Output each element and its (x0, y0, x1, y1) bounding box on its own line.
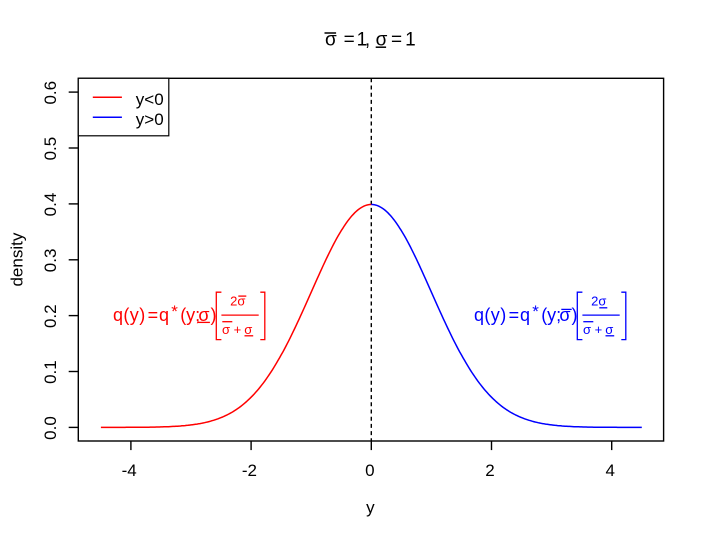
svg-text:4: 4 (605, 461, 614, 480)
svg-text:): ) (211, 305, 217, 325)
svg-text:2σ: 2σ (230, 294, 245, 309)
svg-text:1: 1 (357, 30, 368, 51)
svg-text:0.4: 0.4 (41, 193, 60, 217)
svg-text:σ: σ (583, 322, 591, 337)
svg-text:0.3: 0.3 (41, 249, 60, 273)
svg-text:=: = (344, 30, 355, 51)
svg-text:=: = (148, 305, 159, 325)
svg-text:0: 0 (365, 461, 374, 480)
svg-text:*: * (532, 302, 539, 321)
svg-text:+: + (234, 322, 242, 337)
svg-text:2: 2 (485, 461, 494, 480)
svg-text:y<0: y<0 (136, 90, 164, 109)
svg-text:σ: σ (325, 30, 337, 51)
svg-text:0.0: 0.0 (41, 416, 60, 440)
svg-text:σ: σ (559, 305, 570, 325)
svg-text:y: y (366, 498, 375, 517)
svg-text:q: q (520, 305, 530, 325)
svg-text:density: density (8, 232, 27, 286)
svg-text:,: , (365, 30, 370, 51)
svg-text:(y;: (y; (180, 305, 200, 325)
svg-text:y>0: y>0 (136, 110, 164, 129)
svg-text:-4: -4 (122, 461, 137, 480)
svg-text:q(y): q(y) (474, 305, 507, 325)
svg-text:σ: σ (605, 322, 613, 337)
svg-text:2σ: 2σ (591, 294, 606, 309)
svg-text:+: + (595, 322, 603, 337)
svg-text:q(y): q(y) (113, 305, 146, 325)
svg-text:σ: σ (222, 322, 230, 337)
svg-text:1: 1 (405, 30, 416, 51)
svg-text:=: = (391, 30, 402, 51)
svg-text:=: = (509, 305, 520, 325)
svg-text:0.2: 0.2 (41, 304, 60, 328)
svg-text:0.1: 0.1 (41, 360, 60, 384)
svg-text:*: * (171, 302, 178, 321)
svg-text:0.6: 0.6 (41, 81, 60, 105)
svg-text:-2: -2 (242, 461, 257, 480)
svg-text:σ: σ (198, 305, 209, 325)
svg-text:σ: σ (376, 30, 388, 51)
svg-text:(y;: (y; (541, 305, 561, 325)
svg-text:0.5: 0.5 (41, 137, 60, 161)
svg-text:q: q (159, 305, 169, 325)
svg-text:): ) (572, 305, 578, 325)
svg-text:σ: σ (244, 322, 252, 337)
